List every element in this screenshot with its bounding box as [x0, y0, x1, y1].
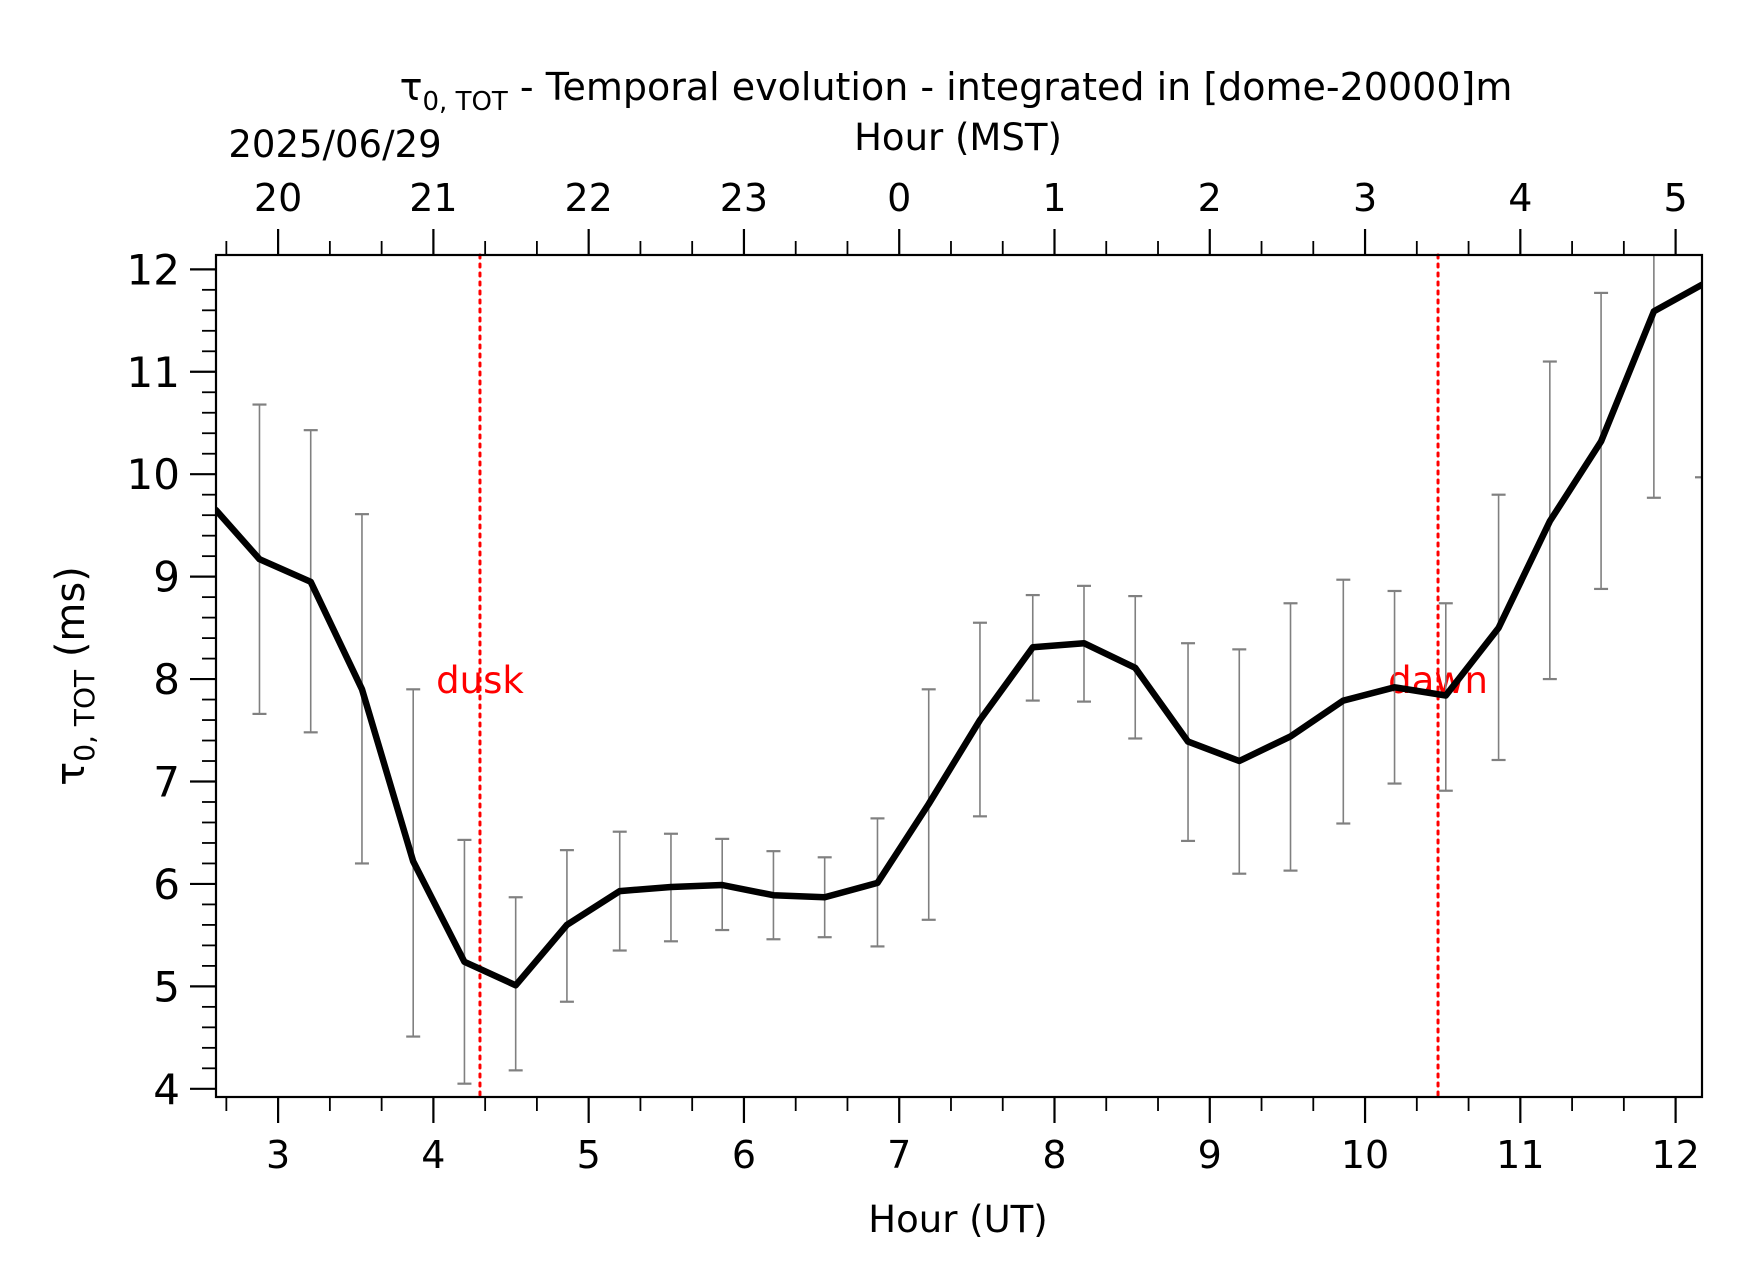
x-tick-label: 10 — [1341, 1133, 1389, 1177]
date-label: 2025/06/29 — [228, 123, 441, 166]
data-point — [1445, 694, 1447, 696]
data-point — [361, 688, 363, 690]
x2-tick-label: 0 — [887, 176, 911, 220]
title-text: - Temporal evolution - integrated in [do… — [508, 65, 1513, 109]
dusk-label: dusk — [436, 659, 524, 702]
data-point — [772, 894, 774, 896]
y-tick-label: 6 — [153, 860, 180, 909]
x-axis-label: Hour (UT) — [868, 1198, 1047, 1241]
data-point — [1134, 667, 1136, 669]
x-tick-label: 5 — [577, 1133, 601, 1177]
data-point — [928, 803, 930, 805]
y-tick-label: 5 — [153, 962, 180, 1011]
y-axis-label-unit: (ms) — [48, 566, 94, 670]
y-tick-label: 12 — [127, 245, 180, 294]
annotation-layer: dusk dawn — [436, 253, 1488, 1099]
series-line — [216, 281, 1702, 989]
data-point — [258, 558, 260, 560]
data-point — [1083, 642, 1085, 644]
title-symbol: τ — [400, 65, 423, 109]
title-symbol-subscript: 0, TOT — [423, 87, 508, 117]
data-point — [979, 719, 981, 721]
x2-tick-label: 1 — [1042, 176, 1066, 220]
y-tick-label: 9 — [153, 553, 180, 602]
y-tick-label: 4 — [153, 1065, 180, 1114]
x-tick-label: 8 — [1042, 1133, 1066, 1177]
x2-tick-label: 21 — [409, 176, 457, 220]
x2-tick-label: 23 — [720, 176, 768, 220]
data-point — [1549, 520, 1551, 522]
data-point — [515, 984, 517, 986]
data-point — [1342, 700, 1344, 702]
y-tick-label: 8 — [153, 655, 180, 704]
data-point — [1653, 310, 1655, 312]
label-layer: τ0, TOT - Temporal evolution - integrate… — [48, 65, 1512, 1241]
x-tick-label: 9 — [1198, 1133, 1222, 1177]
data-point — [1498, 627, 1500, 629]
data-point — [1032, 646, 1034, 648]
y-axis-label: τ0, TOT (ms) — [48, 566, 101, 786]
data-point — [824, 896, 826, 898]
x-tick-label: 11 — [1496, 1133, 1544, 1177]
x-tick-label: 6 — [732, 1133, 756, 1177]
plot-frame — [214, 253, 1704, 1099]
x-tick-label: 7 — [887, 1133, 911, 1177]
x-tick-label: 3 — [266, 1133, 290, 1177]
y-tick-label: 7 — [153, 758, 180, 807]
data-point — [876, 882, 878, 884]
y-tick-label: 11 — [127, 348, 180, 397]
data-point — [619, 890, 621, 892]
errorbar-layer — [252, 255, 1702, 1085]
y-tick-label: 10 — [127, 450, 180, 499]
data-point — [310, 581, 312, 583]
data-point — [721, 884, 723, 886]
x2-tick-label: 4 — [1508, 176, 1532, 220]
x2-tick-label: 22 — [564, 176, 612, 220]
data-point — [566, 924, 568, 926]
series-layer — [216, 281, 1702, 989]
chart-title: τ0, TOT - Temporal evolution - integrate… — [400, 65, 1513, 117]
x2-tick-label: 5 — [1664, 176, 1688, 220]
x2-tick-label: 2 — [1198, 176, 1222, 220]
data-point — [670, 886, 672, 888]
x-axis-top-label: Hour (MST) — [854, 116, 1062, 159]
data-point — [1238, 760, 1240, 762]
data-point — [1187, 741, 1189, 743]
y-axis-label-symbol: τ — [48, 762, 94, 786]
x2-tick-label: 20 — [254, 176, 302, 220]
data-point — [1600, 440, 1602, 442]
data-point — [412, 860, 414, 862]
x-tick-label: 4 — [421, 1133, 445, 1177]
data-point — [1394, 686, 1396, 688]
data-point — [1290, 735, 1292, 737]
y-axis-label-subscript: 0, TOT — [68, 669, 101, 762]
x-tick-label: 12 — [1651, 1133, 1699, 1177]
data-point — [463, 961, 465, 963]
x2-tick-label: 3 — [1353, 176, 1377, 220]
